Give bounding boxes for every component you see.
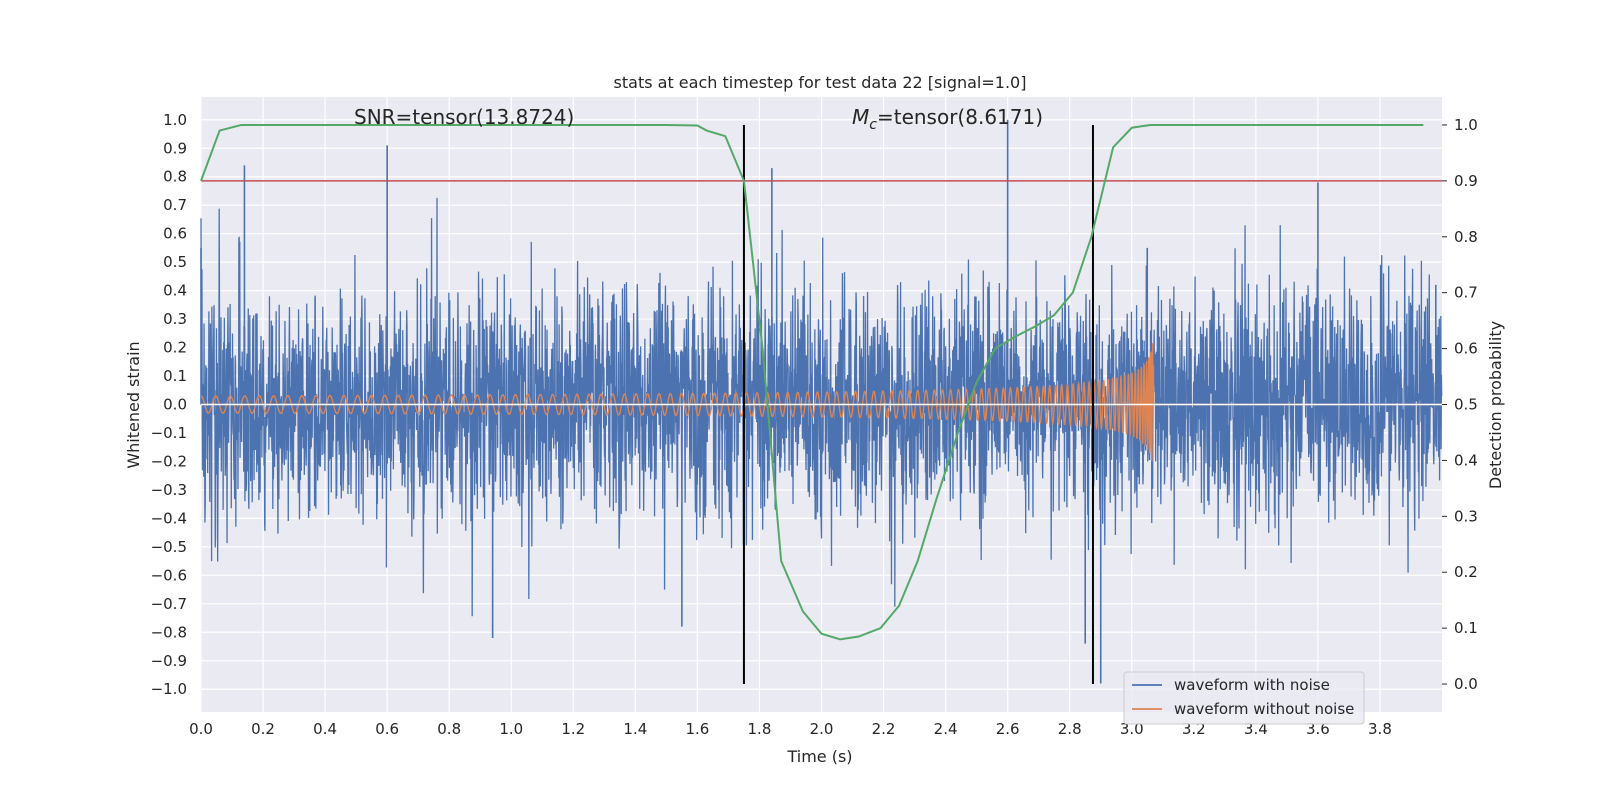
x-tick-label: 1.4 [623, 720, 647, 738]
y2-tick-label: 1.0 [1454, 116, 1478, 134]
x-tick-label: 2.2 [872, 720, 896, 738]
y2-tick-label: 0.4 [1454, 451, 1478, 469]
y2-tick-label: 0.0 [1454, 675, 1478, 693]
y-tick-label: 0.7 [163, 196, 187, 214]
detection-probability-line [200, 123, 1424, 641]
chirp-mass-value: =tensor(8.6171) [877, 105, 1043, 129]
legend-box [1123, 671, 1365, 725]
y2-tick-label: 0.1 [1454, 619, 1478, 637]
y2-axis-label: Detection probability [1486, 321, 1505, 489]
chirp-mass-subscript: c [869, 117, 877, 133]
x-tick-label: 2.8 [1058, 720, 1082, 738]
y2-tick-label: 0.2 [1454, 563, 1478, 581]
y2-tick-label: 0.6 [1454, 340, 1478, 358]
y-tick-label: 0.8 [163, 168, 187, 186]
y-tick-label: 0.3 [163, 310, 187, 328]
y-tick-label: −0.1 [151, 424, 187, 442]
x-tick-label: 0.2 [251, 720, 275, 738]
y-tick-label: −0.4 [151, 509, 187, 527]
legend-label-clean: waveform without noise [1174, 700, 1354, 718]
y-tick-label: 0.4 [163, 282, 187, 300]
x-tick-label: 0.6 [375, 720, 399, 738]
x-tick-label: 1.6 [685, 720, 709, 738]
y-tick-label: 0.9 [163, 139, 187, 157]
noisy-waveform-line [200, 197, 1443, 617]
x-tick-label: 1.2 [561, 720, 585, 738]
y-tick-label: 0.1 [163, 367, 187, 385]
y-tick-label: −0.7 [151, 595, 187, 613]
x-tick-label: 2.4 [934, 720, 958, 738]
y2-tick-label: 0.9 [1454, 172, 1478, 190]
y-tick-label: −0.9 [151, 652, 187, 670]
legend-label-noise: waveform with noise [1174, 676, 1330, 694]
plot-area [200, 119, 1443, 685]
x-axis-label: Time (s) [786, 747, 852, 766]
y-tick-label: 0.6 [163, 225, 187, 243]
y-tick-label: −0.8 [151, 623, 187, 641]
y-tick-label: −0.5 [151, 538, 187, 556]
chirp-mass-annotation: Mc=tensor(8.6171) [852, 105, 1043, 133]
x-tick-label: 3.8 [1368, 720, 1392, 738]
x-tick-label: 0.4 [313, 720, 337, 738]
snr-annotation: SNR=tensor(13.8724) [354, 105, 574, 129]
y-tick-label: 1.0 [163, 111, 187, 129]
y2-tick-label: 0.5 [1454, 396, 1478, 414]
y-tick-label: −0.3 [151, 481, 187, 499]
noisy-waveform-peaks [200, 119, 1437, 684]
x-tick-label: 2.0 [810, 720, 834, 738]
y2-tick-label: 0.7 [1454, 284, 1478, 302]
y-axis-label: Whitened strain [124, 341, 143, 468]
y-tick-label: −0.2 [151, 452, 187, 470]
chart-title: stats at each timestep for test data 22 … [614, 73, 1027, 92]
x-tick-label: 2.6 [996, 720, 1020, 738]
y-tick-label: 0.2 [163, 339, 187, 357]
y2-tick-label: 0.8 [1454, 228, 1478, 246]
y-tick-label: 0.5 [163, 253, 187, 271]
legend: waveform with noise waveform without noi… [1123, 671, 1365, 725]
chirp-mass-symbol: M [852, 105, 869, 129]
axes: 0.0 0.2 0.4 0.6 0.8 1.0 1.2 1.4 1.6 1.8 2.0 2.2 2.4 2… [151, 111, 1478, 738]
y-tick-label: 0.0 [163, 396, 187, 414]
y-tick-label: −1.0 [151, 680, 187, 698]
x-tick-label: 1.0 [499, 720, 523, 738]
x-tick-label: 0.0 [189, 720, 213, 738]
x-tick-label: 0.8 [437, 720, 461, 738]
y2-tick-label: 0.3 [1454, 507, 1478, 525]
y-tick-label: −0.6 [151, 566, 187, 584]
x-tick-label: 1.8 [748, 720, 772, 738]
